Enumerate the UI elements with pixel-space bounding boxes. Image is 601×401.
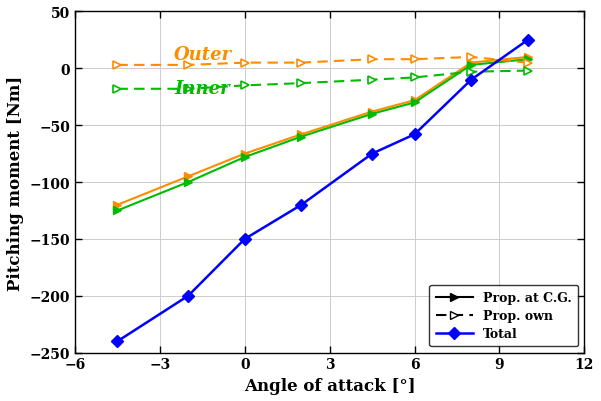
Y-axis label: Pitching moment [Nm]: Pitching moment [Nm] [7, 75, 24, 290]
X-axis label: Angle of attack [°]: Angle of attack [°] [244, 377, 415, 394]
Legend: Prop. at C.G., Prop. own, Total: Prop. at C.G., Prop. own, Total [429, 285, 578, 346]
Text: Inner: Inner [174, 80, 230, 98]
Text: Outer: Outer [174, 46, 232, 64]
